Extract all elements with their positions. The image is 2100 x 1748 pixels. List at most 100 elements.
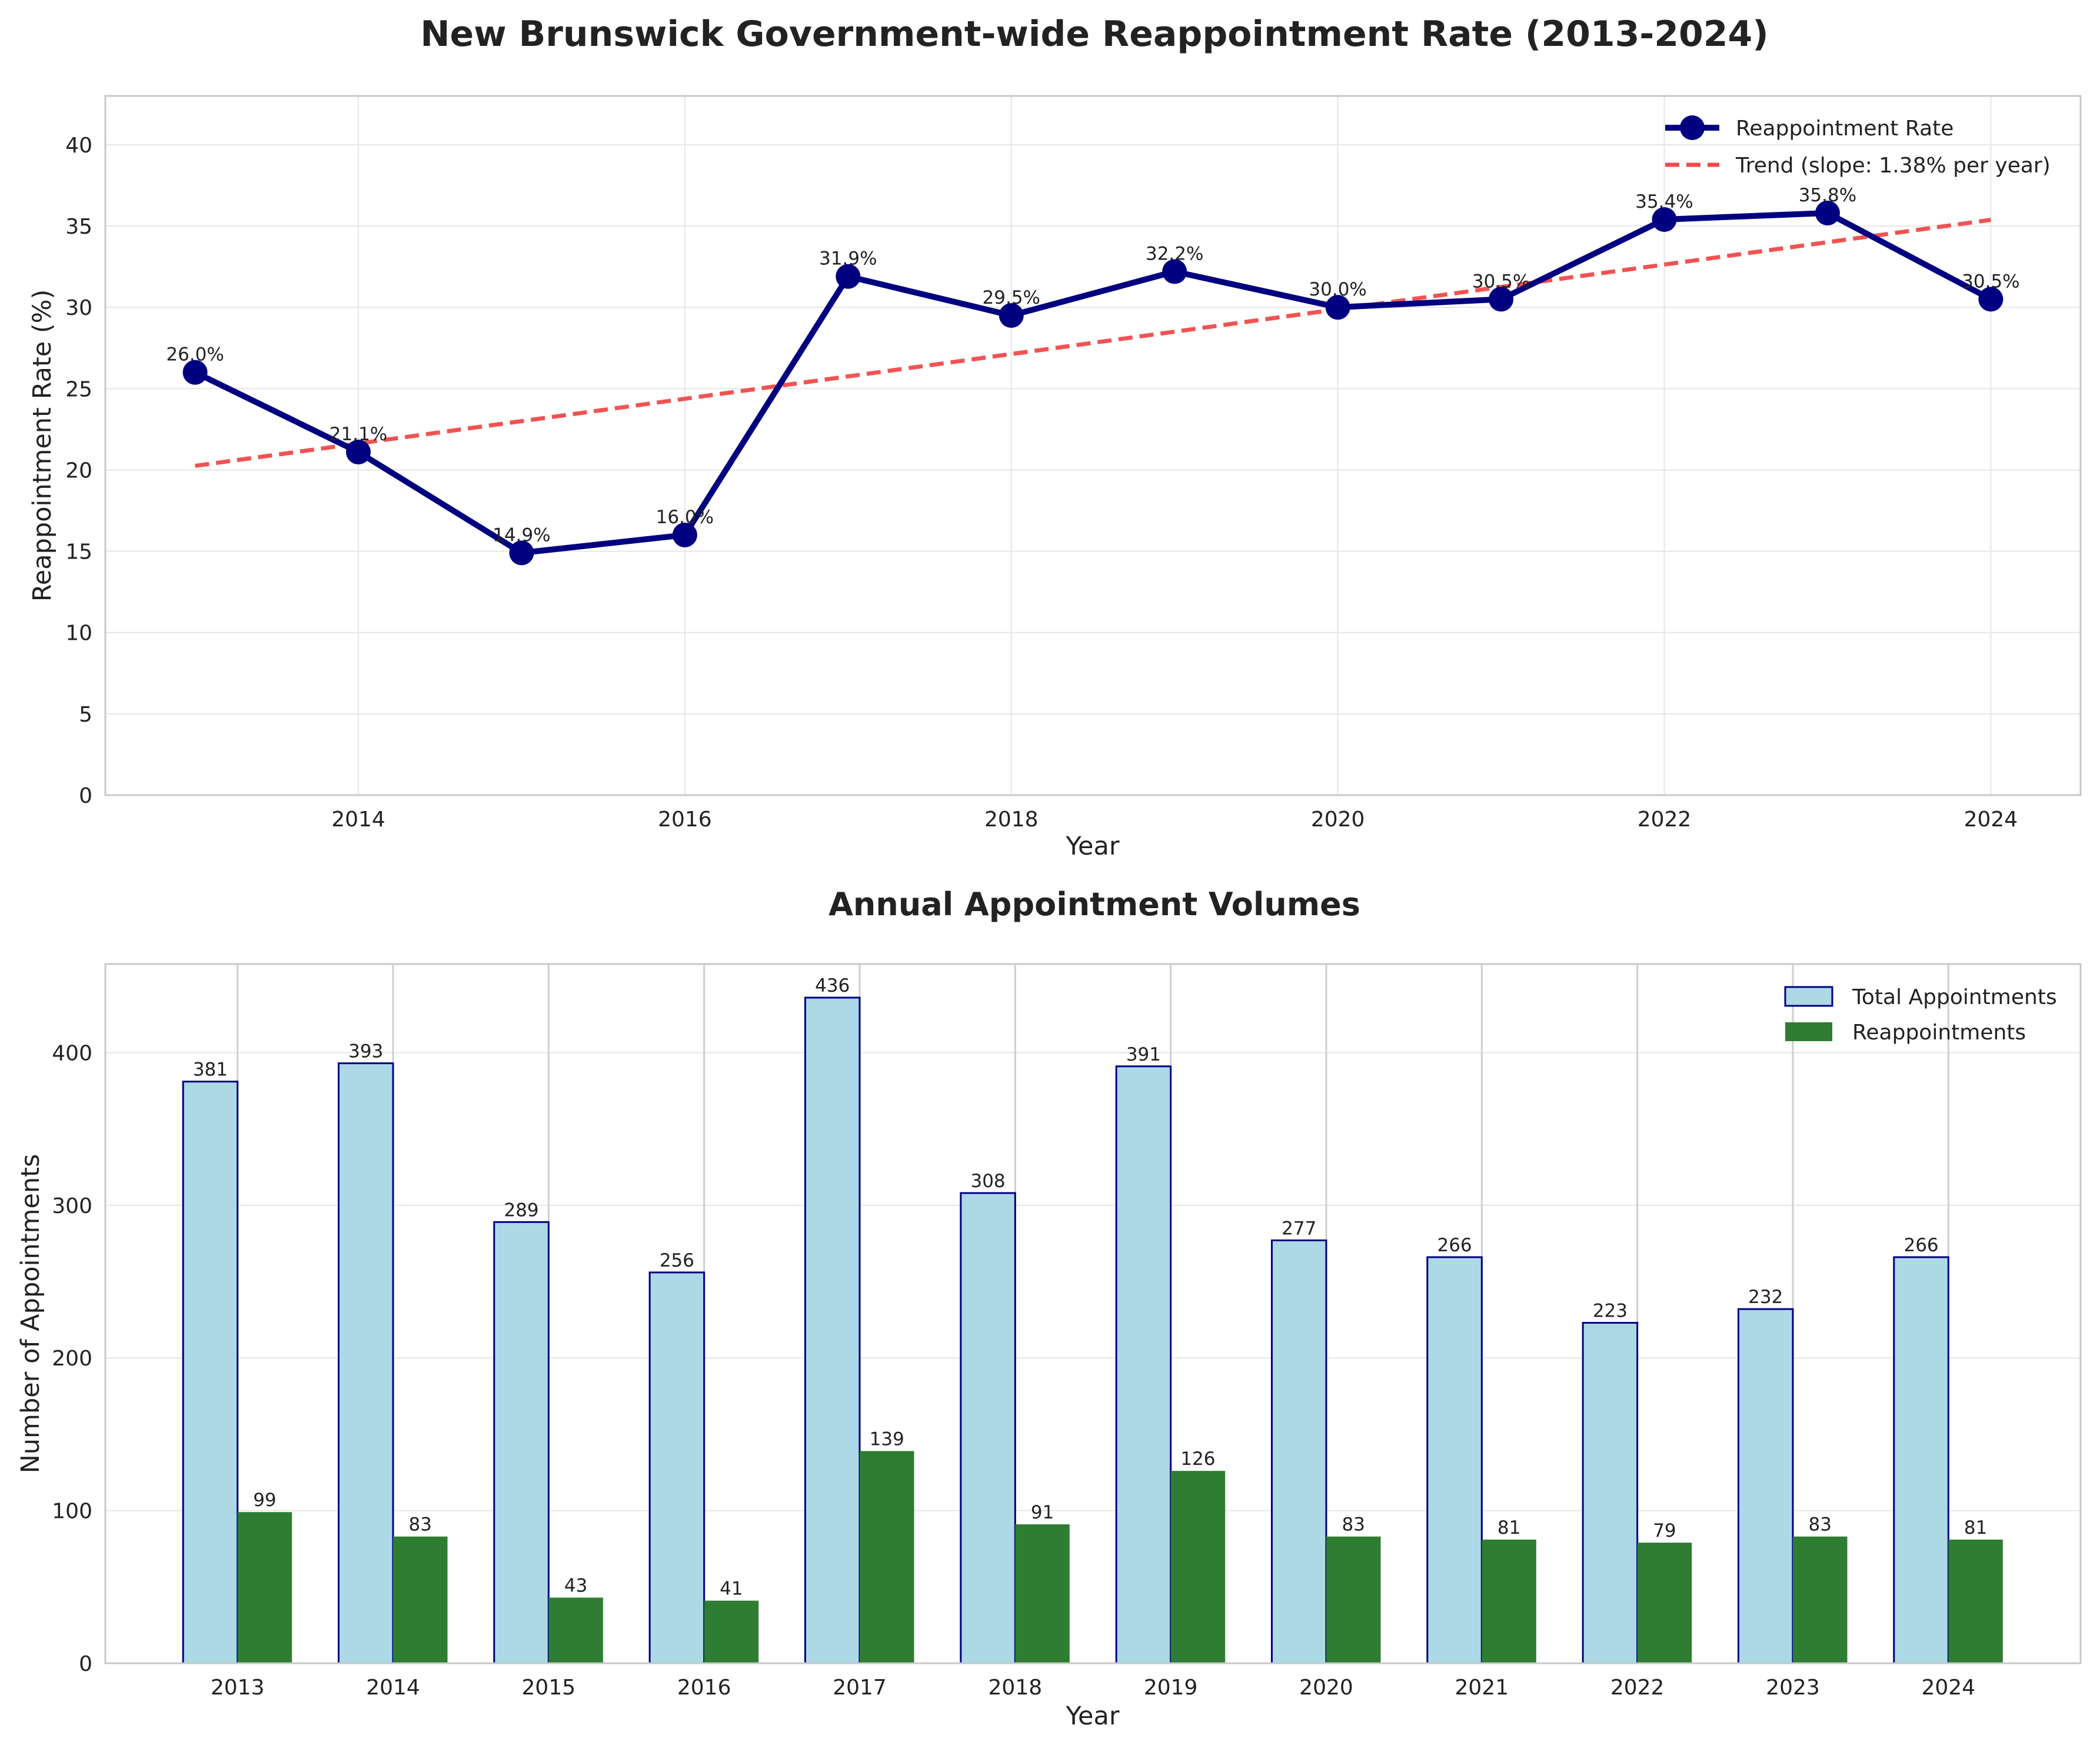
rate-point: [672, 522, 697, 547]
rate-data-label: 35.4%: [1635, 191, 1693, 212]
volume-x-tick-label: 2023: [1766, 1676, 1820, 1700]
legend-reappoint-swatch: [1785, 1022, 1832, 1041]
volume-chart-ylabel: Number of Appointments: [16, 1154, 45, 1474]
reappointments-label: 81: [1497, 1517, 1520, 1538]
rate-y-tick-label: 35: [65, 215, 92, 239]
trend-line: [195, 218, 1991, 468]
volume-chart-frame: [104, 963, 2082, 1664]
rate-chart-frame: [104, 95, 2082, 796]
rate-x-tick-label: 2020: [1311, 807, 1365, 832]
reappointments-bar: [1637, 1543, 1692, 1663]
total-appointments-label: 277: [1282, 1218, 1316, 1239]
total-appointments-bar: [337, 1062, 394, 1664]
volume-y-tick-label: 200: [52, 1347, 92, 1371]
rate-y-tick-label: 30: [65, 296, 92, 320]
rate-data-label: 30.5%: [1962, 271, 2019, 292]
rate-y-tick-label: 20: [65, 458, 92, 483]
rate-point: [1489, 287, 1514, 312]
legend-total-swatch: [1784, 986, 1833, 1007]
legend-rate-marker: [1680, 115, 1705, 140]
rate-point: [182, 360, 208, 385]
rate-data-label: 31.9%: [819, 248, 877, 270]
reappointments-label: 91: [1031, 1502, 1054, 1523]
rate-x-tick-label: 2016: [658, 807, 712, 832]
reappointments-label: 83: [1342, 1514, 1365, 1536]
rate-data-label: 16.0%: [656, 507, 714, 528]
total-appointments-bar: [960, 1192, 1016, 1664]
total-appointments-bar: [1893, 1256, 1949, 1664]
reappointments-label: 126: [1180, 1448, 1215, 1470]
rate-x-tick-label: 2018: [984, 807, 1039, 832]
total-appointments-label: 393: [348, 1041, 383, 1062]
rate-point: [346, 440, 371, 465]
volume-x-tick-label: 2022: [1610, 1676, 1665, 1700]
rate-y-tick-label: 25: [65, 377, 92, 401]
rate-point: [836, 264, 861, 289]
total-appointments-label: 436: [815, 975, 850, 996]
volume-y-tick-label: 0: [79, 1652, 92, 1676]
reappointments-bar: [548, 1597, 603, 1663]
rate-y-tick-label: 15: [65, 540, 92, 564]
reappointments-label: 81: [1964, 1517, 1987, 1538]
volume-x-tick-label: 2019: [1144, 1676, 1198, 1700]
reappointments-label: 99: [253, 1490, 276, 1511]
total-appointments-label: 256: [660, 1250, 694, 1271]
total-appointments-bar: [1115, 1065, 1172, 1664]
reappointments-label: 139: [870, 1428, 904, 1450]
reappointments-bar: [393, 1536, 448, 1663]
rate-data-label: 29.5%: [983, 287, 1040, 308]
volume-chart-legend: Total Appointments Reappointments: [1784, 985, 2057, 1045]
reappointments-bar: [860, 1451, 914, 1663]
volume-y-tick-label: 400: [52, 1041, 92, 1065]
rate-point: [999, 303, 1024, 328]
total-appointments-bar: [1737, 1308, 1794, 1664]
reappointments-bar: [237, 1512, 292, 1663]
volume-x-tick-label: 2015: [522, 1676, 576, 1700]
total-appointments-bar: [493, 1221, 550, 1664]
rate-data-label: 30.5%: [1472, 271, 1530, 292]
volume-chart: Annual Appointment Volumes 381 99 393 83 289…: [16, 886, 2082, 1731]
reappointments-label: 43: [564, 1575, 587, 1596]
rate-chart-ylabel: Reappointment Rate (%): [28, 290, 57, 602]
reappointments-label: 41: [720, 1578, 743, 1600]
rate-point: [1978, 287, 2004, 312]
volume-x-tick-label: 2018: [989, 1676, 1043, 1700]
total-appointments-label: 266: [1437, 1235, 1472, 1256]
volume-chart-ticks: 0 100 200 300 400 2013 2014 2015 2016 2017 2018 201…: [52, 1041, 1975, 1700]
reappointments-bar: [1015, 1524, 1070, 1663]
reappointments-bar: [1326, 1536, 1381, 1663]
reappointments-bar: [1948, 1539, 2003, 1663]
rate-chart: New Brunswick Government-wide Reappointm…: [28, 14, 2082, 861]
rate-y-tick-label: 5: [79, 703, 92, 727]
total-appointments-label: 223: [1593, 1301, 1628, 1322]
reappointments-bar: [1482, 1539, 1536, 1663]
total-appointments-bar: [1270, 1239, 1327, 1664]
volume-chart-xlabel: Year: [1065, 1702, 1119, 1731]
legend-total-label: Total Appointments: [1852, 985, 2057, 1009]
reappointments-bar: [1170, 1471, 1226, 1663]
total-appointments-label: 308: [970, 1171, 1005, 1192]
volume-x-tick-label: 2020: [1299, 1676, 1353, 1700]
volume-x-tick-label: 2017: [833, 1676, 887, 1700]
legend-trend-label: Trend (slope: 1.38% per year): [1735, 154, 2051, 178]
rate-x-tick-label: 2014: [331, 807, 385, 832]
rate-y-tick-label: 0: [79, 784, 92, 808]
volume-x-tick-label: 2014: [366, 1676, 420, 1700]
volume-x-tick-label: 2016: [677, 1676, 731, 1700]
rate-y-tick-label: 40: [65, 134, 92, 158]
rate-point: [1325, 295, 1350, 320]
total-appointments-bar: [648, 1271, 705, 1664]
rate-x-tick-label: 2024: [1964, 807, 2018, 832]
reappointments-label: 79: [1653, 1520, 1676, 1541]
reappointments-label: 83: [1809, 1514, 1832, 1536]
rate-line: [194, 210, 1992, 556]
reappointments-bar: [1792, 1536, 1848, 1663]
rate-point: [1652, 207, 1677, 232]
volume-x-tick-label: 2013: [211, 1676, 265, 1700]
reappointments-bar: [704, 1600, 759, 1663]
rate-data-label: 14.9%: [492, 524, 550, 546]
total-appointments-bar: [182, 1081, 239, 1664]
rate-data-label: 32.2%: [1146, 243, 1203, 264]
volume-x-tick-label: 2021: [1455, 1676, 1509, 1700]
rate-data-label: 35.8%: [1799, 185, 1856, 206]
